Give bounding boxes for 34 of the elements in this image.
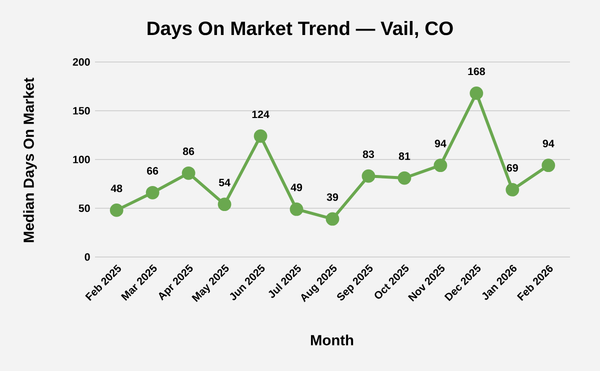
point: [110, 203, 124, 217]
x-axis-title: Month: [310, 334, 354, 346]
y-tick-label: 50: [78, 204, 90, 212]
point: [254, 129, 268, 143]
point: [434, 158, 448, 172]
y-tick-label: 150: [73, 106, 90, 115]
data-label: 49: [290, 184, 302, 192]
point: [542, 158, 556, 172]
y-axis-title: Median Days On Market: [23, 78, 37, 242]
data-label: 94: [434, 140, 446, 148]
chart-title: Days On Market Trend — Vail, CO: [148, 20, 453, 40]
data-label: 83: [362, 150, 374, 158]
y-tick-label: 200: [72, 58, 90, 66]
data-label: 86: [182, 148, 194, 156]
data-label: 124: [252, 110, 270, 118]
point: [146, 186, 160, 200]
point: [182, 166, 196, 180]
data-label: 94: [542, 140, 554, 148]
point: [362, 169, 376, 183]
data-label: 54: [218, 178, 230, 186]
y-tick-label: 0: [84, 253, 90, 261]
data-label: 168: [468, 68, 485, 76]
data-label: 81: [398, 152, 410, 160]
data-label: 48: [110, 184, 122, 192]
point: [326, 212, 340, 226]
data-label: 66: [147, 167, 158, 175]
y-tick-label: 100: [73, 156, 90, 164]
point: [470, 86, 484, 100]
point: [218, 198, 232, 212]
data-label: 69: [506, 164, 518, 172]
point: [290, 202, 304, 216]
point: [398, 171, 412, 185]
data-label: 39: [326, 193, 338, 201]
point: [506, 183, 520, 196]
